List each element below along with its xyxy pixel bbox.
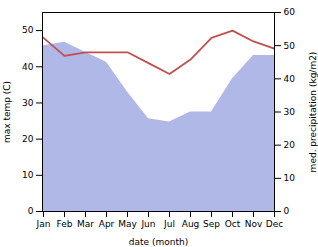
- svg-text:Apr: Apr: [99, 219, 115, 229]
- svg-text:30: 30: [284, 107, 296, 117]
- svg-text:Nov: Nov: [245, 219, 263, 229]
- svg-text:date (month): date (month): [129, 237, 188, 247]
- svg-text:60: 60: [284, 7, 296, 17]
- svg-text:May: May: [118, 219, 137, 229]
- svg-text:40: 40: [284, 74, 296, 84]
- svg-text:med. precipitation (kg/m2): med. precipitation (kg/m2): [308, 52, 318, 173]
- svg-text:Oct: Oct: [225, 219, 241, 229]
- svg-text:20: 20: [22, 134, 34, 144]
- svg-text:50: 50: [284, 41, 296, 51]
- svg-text:Sep: Sep: [203, 219, 220, 229]
- svg-text:10: 10: [22, 170, 34, 180]
- svg-text:10: 10: [284, 173, 296, 183]
- svg-text:Feb: Feb: [57, 219, 73, 229]
- svg-text:Jun: Jun: [140, 219, 155, 229]
- svg-text:0: 0: [28, 206, 34, 216]
- svg-text:Dec: Dec: [266, 219, 283, 229]
- svg-text:0: 0: [284, 206, 290, 216]
- svg-text:Jan: Jan: [36, 219, 51, 229]
- svg-text:50: 50: [22, 25, 34, 35]
- svg-text:40: 40: [22, 62, 34, 72]
- svg-text:30: 30: [22, 98, 34, 108]
- svg-text:Mar: Mar: [77, 219, 94, 229]
- svg-text:max temp (C): max temp (C): [2, 81, 12, 143]
- svg-text:20: 20: [284, 140, 296, 150]
- svg-text:Jul: Jul: [163, 219, 175, 229]
- svg-text:Aug: Aug: [182, 219, 200, 229]
